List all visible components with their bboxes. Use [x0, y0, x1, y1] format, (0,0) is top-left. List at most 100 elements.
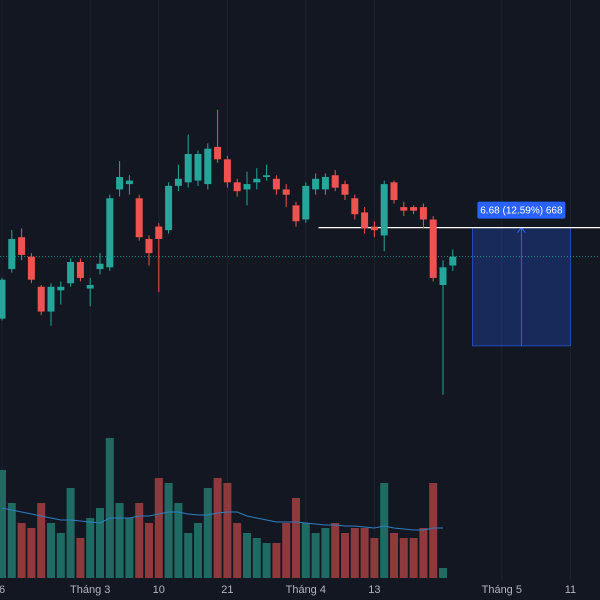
candle-body [400, 207, 408, 211]
candle-body [135, 198, 143, 238]
volume-bar [47, 523, 55, 578]
measure-label: 6.68 (12.59%) 668 [480, 205, 563, 216]
candle-body [370, 226, 378, 231]
candle-body [165, 185, 173, 231]
candle-body [86, 285, 94, 289]
volume-bar [223, 483, 232, 578]
volume-bar [27, 528, 36, 578]
candle-body [341, 184, 349, 195]
x-tick-label: Tháng 5 [482, 584, 522, 596]
x-tick-label: 21 [221, 584, 233, 596]
volume-bar [194, 523, 202, 578]
volume-bar [292, 498, 300, 578]
candle-body [204, 148, 212, 185]
candle-body [18, 237, 26, 255]
volume-bar [233, 523, 242, 578]
candle-body [96, 263, 104, 270]
candle-body [253, 178, 261, 183]
x-tick-label: 6 [0, 584, 5, 596]
x-tick-label: 13 [368, 584, 380, 596]
candle-body [214, 146, 222, 160]
volume-bar [301, 523, 310, 578]
candle-body [243, 184, 251, 190]
volume-bar [282, 523, 291, 578]
candle-body [57, 286, 65, 291]
candle-body [410, 207, 418, 211]
volume-bar [321, 528, 330, 578]
volume-bar [203, 488, 212, 578]
candle-body [76, 261, 84, 278]
volume-bar [419, 528, 428, 578]
candle-body [145, 238, 153, 254]
volume-bar [154, 478, 163, 578]
volume-bar [184, 533, 193, 578]
volume-bar [272, 543, 281, 578]
x-tick-label: 10 [153, 584, 165, 596]
candle-body [155, 226, 163, 239]
candle-body [0, 279, 6, 319]
x-tick-label: Tháng 3 [70, 584, 110, 596]
candle-body [302, 185, 310, 220]
volume-bar [76, 538, 85, 578]
candle-body [331, 175, 339, 188]
volume-bar [17, 523, 26, 578]
candle-body [37, 286, 45, 312]
volume-bar [125, 518, 134, 578]
candle-body [419, 207, 427, 220]
candle-body [47, 286, 55, 312]
volume-bar [331, 523, 340, 578]
volume-bar [439, 568, 447, 578]
candle-body [106, 198, 114, 268]
candle-body [184, 154, 192, 183]
volume-bar [409, 538, 418, 578]
candle-body [125, 180, 133, 185]
candle-body [67, 261, 75, 284]
candle-body [351, 198, 359, 215]
volume-bar [252, 538, 261, 578]
candle-body [321, 177, 329, 190]
volume-bar [341, 533, 349, 578]
volume-bar [145, 523, 153, 578]
volume-bar [37, 503, 46, 578]
volume-bar [350, 528, 359, 578]
volume-bar [243, 533, 251, 578]
candle-body [361, 212, 369, 229]
volume-bar [105, 438, 114, 578]
volume-ma-line [1, 507, 443, 531]
candle-body [380, 184, 388, 236]
volume-bar [311, 533, 320, 578]
candle-body [312, 178, 320, 190]
volume-bar [429, 483, 438, 578]
candle-body [8, 238, 16, 270]
volume-bar [0, 470, 6, 578]
volume-bar [390, 533, 398, 578]
candle-body [429, 219, 437, 278]
candle-body [292, 205, 300, 222]
volume-bar [86, 518, 95, 578]
measure-label-box [477, 201, 566, 219]
candle-body [116, 177, 124, 190]
volume-bar [96, 508, 104, 578]
volume-bar [115, 503, 124, 578]
candle-body [449, 256, 457, 266]
x-tick-label: 11 [565, 584, 576, 596]
candle-body [194, 154, 202, 181]
candle-body [174, 178, 182, 186]
volume-bar [380, 483, 389, 578]
volume-bar [164, 483, 173, 578]
candle-body [282, 189, 290, 195]
candle-body [233, 182, 241, 192]
candle-body [27, 256, 35, 280]
volume-bar [262, 543, 271, 578]
x-tick-label: Tháng 4 [286, 584, 326, 596]
volume-bar [56, 533, 65, 578]
volume-bar [7, 503, 16, 578]
candle-body [390, 182, 398, 201]
volume-bar [174, 503, 183, 578]
volume-bar [370, 538, 379, 578]
volume-bar [399, 538, 408, 578]
candle-body [272, 178, 280, 190]
candle-body [263, 175, 271, 178]
